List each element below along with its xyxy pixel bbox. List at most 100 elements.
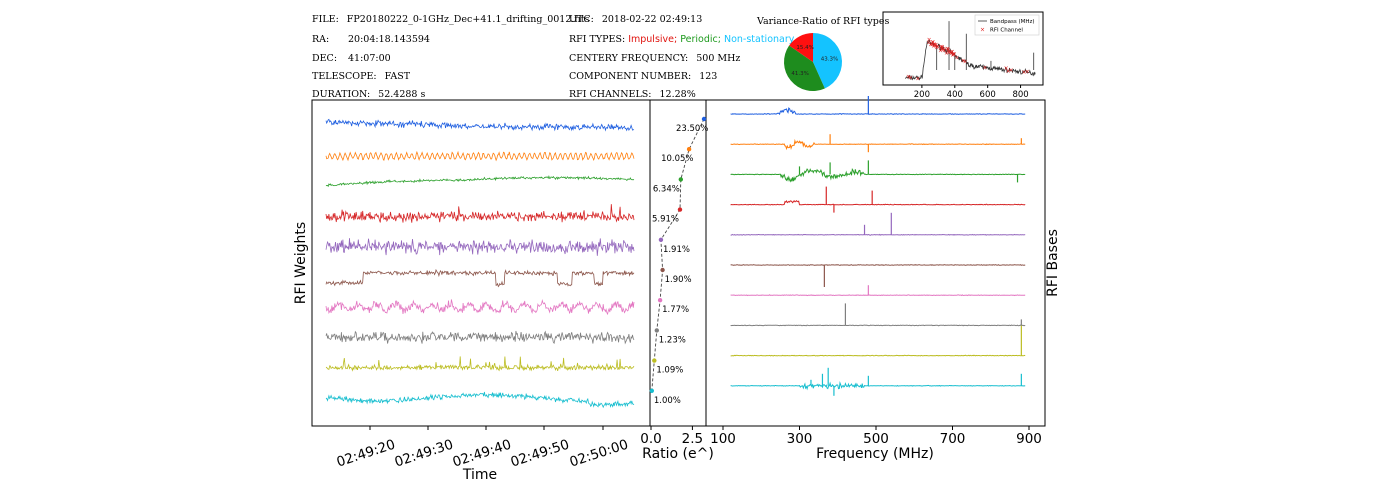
ratio-point-5 [658,237,664,242]
rfi-channel-marker: × [931,43,936,50]
rfi-channel-marker: × [933,42,938,49]
ratio-label-2: 10.05% [661,154,693,164]
basis-series-4 [730,200,1026,206]
bandpass-curve [905,39,1036,81]
rfi-channel-marker: × [982,65,987,72]
time-tick-label: 02:50:00 [568,437,631,471]
bandpass-x-tick-label: 600 [980,90,996,100]
bandpass-chart: 200 400 600 800×× ××××××××××××××××××××××××××… [882,11,1044,100]
meta-utc-value: 2018-02-22 02:49:13 [601,14,703,25]
weight-series-9 [325,356,635,372]
bandpass-x-tick-label: 800 [1012,90,1028,100]
meta-duration-key: DURATION: [312,89,371,100]
ratio-label-9: 1.09% [656,366,683,376]
pie-slice-label: 41.3% [791,71,808,77]
rfi-channel-marker: × [952,51,957,58]
ratio-point-1 [701,116,707,122]
ratio-point-4 [677,207,683,212]
meta-centery-value: 500 MHz [696,53,741,64]
rfi-channel-marker: × [950,48,955,55]
weight-series-10 [325,391,635,409]
rfi-channel-marker: × [1004,65,1009,72]
time-tick-label: 02:49:40 [451,437,514,471]
meta-telescope-value: FAST [384,71,411,82]
rfi-channel-marker: × [938,44,943,51]
rfi-channel-marker: × [949,51,954,58]
rfi-type-periodic: Periodic; [680,34,721,45]
pie-slice-label: 43.3% [821,56,838,62]
meta-file-value: FP20180222_0-1GHz_Dec+41.1_drifting_0012… [346,14,590,25]
weight-series-7 [325,299,635,316]
rfi-channel-marker: × [950,52,955,59]
basis-series-7 [730,294,1026,297]
ratio-label-4: 5.91% [652,215,679,225]
weight-series-1 [325,118,635,132]
ratio-label-8: 1.23% [659,335,686,345]
meta-duration: DURATION: 52.4288 s [312,89,425,100]
bandpass-x-tick-label: 400 [947,90,963,100]
ratio-point-3 [678,177,684,182]
meta-rfi-types-key: RFI TYPES: [569,34,626,45]
rfi-channel-marker: × [938,47,943,54]
ratio-tick-label: 0.0 [640,431,661,447]
basis-series-8 [730,324,1026,327]
meta-dec-value: 41:07:00 [348,53,391,64]
pie-title: Variance-Ratio of RFI types [757,16,890,27]
meta-channels-value: 12.28% [659,89,696,100]
rfi-channel-marker: × [926,39,931,46]
basis-series-1 [730,107,1026,116]
ratio-label-7: 1.77% [662,305,689,315]
ratio-point-8 [654,328,659,333]
meta-file-key: FILE: [312,14,339,25]
rfi-channel-marker: × [908,75,913,82]
meta-component-value: 123 [699,71,718,82]
freq-tick-label: 700 [940,431,966,447]
weight-series-3 [325,175,635,188]
pie-chart: 43.3% 41.3% 15.4% [784,33,843,91]
rfi-type-nonstationary: Non-stationary [723,34,795,45]
rfi-channel-marker: × [940,44,945,51]
weights-y-label: RFI Weights [293,222,309,304]
rfi-channel-marker: × [939,44,944,51]
time-tick-label: 02:49:30 [393,437,456,471]
ratio-label-1: 23.50% [676,124,708,134]
rfi-channel-marker: × [932,42,937,49]
rfi-channel-marker: × [945,45,950,52]
meta-ra-value: 20:04:18.143594 [348,34,430,45]
basis-series-6 [730,264,1026,266]
time-tick-label: 02:49:20 [335,437,398,471]
meta-component: COMPONENT NUMBER: 123 [569,71,717,82]
ratio-label-10: 1.00% [654,396,681,406]
freq-tick-label: 300 [787,431,813,447]
ratio-axes-frame [649,99,707,427]
rfi-channel-marker: × [932,41,937,48]
ratio-point-9 [652,358,657,363]
rfi-channel-marker: × [935,43,940,50]
basis-series-2 [730,138,1026,151]
rfi-channel-marker: × [948,49,953,56]
meta-ra-key: RA: [312,34,330,45]
rfi-channel-marker: × [944,50,949,57]
meta-channels: RFI CHANNELS: 12.28% [569,89,696,100]
rfi-channel-marker: × [941,45,946,52]
rfi-channel-marker: × [929,40,934,47]
legend-label-rfi-channel: RFI Channel [990,28,1023,34]
rfi-channel-marker: × [939,46,944,53]
rfi-channel-marker: × [934,44,939,51]
basis-series-5 [730,233,1026,236]
legend-label-bandpass: Bandpass (MHz) [990,19,1035,25]
rfi-channel-marker: × [963,58,968,65]
freq-tick-label: 900 [1016,431,1042,447]
meta-rfi-types: RFI TYPES: Impulsive; Periodic; Non-stat… [569,34,794,45]
meta-file: FILE: FP20180222_0-1GHz_Dec+41.1_drifting… [312,14,589,25]
rfi-channel-marker: × [934,42,939,49]
ratio-point-2 [686,147,692,152]
meta-telescope-key: TELESCOPE: [312,71,377,82]
ratio-point-6 [660,267,665,273]
rfi-channel-marker: × [930,41,935,48]
weight-series-6 [325,268,635,288]
legend-marker-rfi: × [980,27,985,34]
rfi-channel-marker: × [1006,68,1011,75]
ratio-x-label: Ratio (e^) [642,446,714,462]
ratio-point-7 [657,298,663,303]
